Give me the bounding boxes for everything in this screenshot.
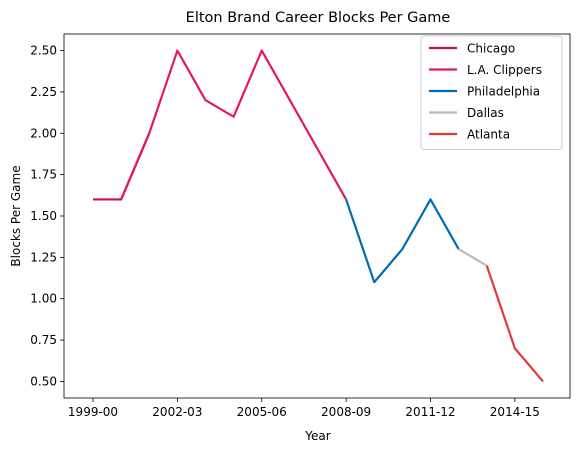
- x-axis-label: Year: [304, 429, 330, 443]
- x-tick-label: 2008-09: [321, 405, 371, 419]
- series-line-l-a-clippers: [120, 49, 348, 200]
- x-tick-label: 2014-15: [490, 405, 540, 419]
- x-tick-label: 2005-06: [237, 405, 287, 419]
- y-tick-label: 2.50: [30, 44, 57, 58]
- x-tick-label: 2011-12: [405, 405, 455, 419]
- y-tick-label: 1.75: [30, 168, 57, 182]
- y-tick-label: 0.75: [30, 333, 57, 347]
- plot-lines: [93, 49, 544, 383]
- legend-label: Atlanta: [467, 128, 510, 142]
- series-line-chicago: [93, 132, 151, 201]
- y-tick-label: 2.00: [30, 126, 57, 140]
- y-axis-label: Blocks Per Game: [9, 165, 23, 266]
- y-tick-label: 0.50: [30, 374, 57, 388]
- y-tick-label: 2.25: [30, 85, 57, 99]
- series-line-atlanta: [485, 265, 544, 383]
- chart-title: Elton Brand Career Blocks Per Game: [186, 10, 451, 26]
- legend-label: Dallas: [467, 106, 504, 120]
- series-line-philadelphia: [345, 198, 460, 284]
- x-tick-label: 1999-00: [68, 405, 118, 419]
- legend-box: [420, 35, 563, 150]
- y-tick-label: 1.50: [30, 209, 57, 223]
- y-axis: 0.50 0.75 1.00 1.25 1.50 1.75 2.00 2.25 2.50: [30, 44, 64, 388]
- x-axis: 1999-00 2002-03 2005-06 2008-09 2011-12 2014-…: [68, 398, 540, 419]
- series-line-dallas: [458, 248, 488, 267]
- legend-label: L.A. Clippers: [467, 63, 542, 77]
- y-tick-label: 1.25: [30, 250, 57, 264]
- y-tick-label: 1.00: [30, 292, 57, 306]
- legend: Chicago L.A. Clippers Philadelphia Dallas At…: [420, 35, 563, 150]
- legend-label: Chicago: [467, 42, 515, 56]
- legend-label: Philadelphia: [467, 85, 540, 99]
- x-tick-label: 2002-03: [152, 405, 202, 419]
